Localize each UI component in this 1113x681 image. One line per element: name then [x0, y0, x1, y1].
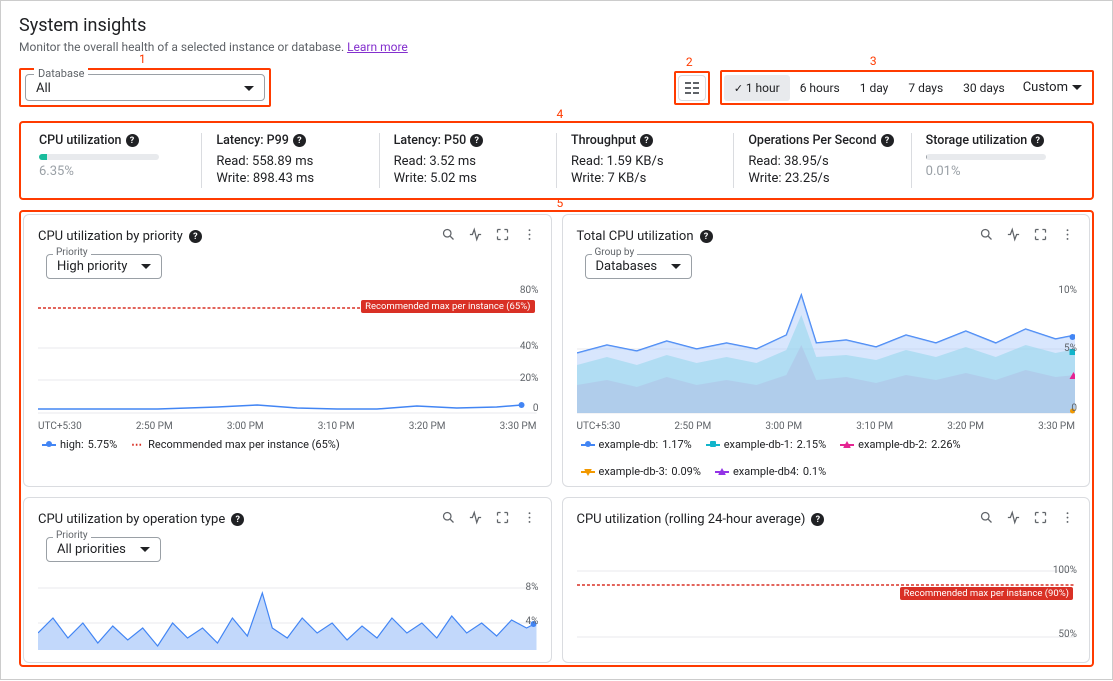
page-title: System insights — [19, 15, 1094, 36]
explore-icon[interactable] — [979, 510, 994, 529]
help-icon[interactable]: ? — [640, 134, 653, 147]
help-icon[interactable]: ? — [126, 134, 139, 147]
help-icon[interactable]: ? — [811, 513, 824, 526]
legend-toggle-button[interactable] — [678, 75, 706, 101]
explore-icon[interactable] — [441, 510, 456, 529]
annotation-5: 5 — [557, 196, 564, 210]
groupby-select[interactable]: Group by Databases — [585, 254, 693, 279]
compare-icon[interactable] — [1006, 510, 1021, 529]
help-icon[interactable]: ? — [1031, 134, 1044, 147]
time-range-1day[interactable]: 1 day — [850, 75, 899, 101]
annotation-1: 1 — [139, 52, 146, 66]
learn-more-link[interactable]: Learn more — [347, 40, 408, 54]
compare-icon[interactable] — [1006, 227, 1021, 246]
more-icon[interactable] — [1060, 227, 1075, 246]
chart-cpu-by-priority: CPU utilization by priority? Priority Hi… — [23, 214, 552, 487]
time-range-selector: 1 hour 6 hours 1 day 7 days 30 days Cust… — [720, 70, 1094, 105]
more-icon[interactable] — [1060, 510, 1075, 529]
time-range-30days[interactable]: 30 days — [953, 75, 1015, 101]
more-icon[interactable] — [522, 227, 537, 246]
compare-icon[interactable] — [468, 510, 483, 529]
page-subtitle: Monitor the overall health of a selected… — [19, 40, 1094, 54]
priority-select[interactable]: Priority High priority — [46, 254, 162, 279]
time-range-7days[interactable]: 7 days — [898, 75, 953, 101]
more-icon[interactable] — [522, 510, 537, 529]
chevron-down-icon — [141, 264, 151, 269]
summary-cards: CPU utilization? 6.35% Latency: P99? Rea… — [19, 121, 1094, 200]
chevron-down-icon — [244, 86, 254, 91]
explore-icon[interactable] — [979, 227, 994, 246]
annotation-3: 3 — [870, 54, 877, 68]
help-icon[interactable]: ? — [881, 134, 894, 147]
fullscreen-icon[interactable] — [495, 510, 510, 529]
time-range-6hours[interactable]: 6 hours — [790, 75, 850, 101]
chevron-down-icon — [671, 264, 681, 269]
chart-cpu-rolling-24h: CPU utilization (rolling 24-hour average… — [562, 497, 1091, 663]
help-icon[interactable]: ? — [470, 134, 483, 147]
annotation-2: 2 — [686, 55, 693, 69]
chart-cpu-by-op-type: CPU utilization by operation type? Prior… — [23, 497, 552, 663]
help-icon[interactable]: ? — [231, 513, 244, 526]
time-range-1hour[interactable]: 1 hour — [724, 75, 790, 101]
priority-select-2[interactable]: Priority All priorities — [46, 537, 161, 562]
chevron-down-icon — [1072, 85, 1082, 90]
annotation-4: 4 — [557, 107, 564, 121]
compare-icon[interactable] — [468, 227, 483, 246]
database-select[interactable]: Database All — [25, 74, 265, 101]
explore-icon[interactable] — [441, 227, 456, 246]
time-range-custom[interactable]: Custom — [1015, 74, 1090, 101]
help-icon[interactable]: ? — [293, 134, 306, 147]
x-axis-labels: UTC+5:302:50 PM3:00 PM3:10 PM3:20 PM3:30… — [38, 421, 537, 432]
x-axis-labels: UTC+5:302:50 PM3:00 PM3:10 PM3:20 PM3:30… — [577, 421, 1076, 432]
fullscreen-icon[interactable] — [495, 227, 510, 246]
fullscreen-icon[interactable] — [1033, 227, 1048, 246]
fullscreen-icon[interactable] — [1033, 510, 1048, 529]
help-icon[interactable]: ? — [700, 230, 713, 243]
chart-total-cpu: Total CPU utilization? Group by Database… — [562, 214, 1091, 487]
chevron-down-icon — [140, 547, 150, 552]
help-icon[interactable]: ? — [189, 230, 202, 243]
